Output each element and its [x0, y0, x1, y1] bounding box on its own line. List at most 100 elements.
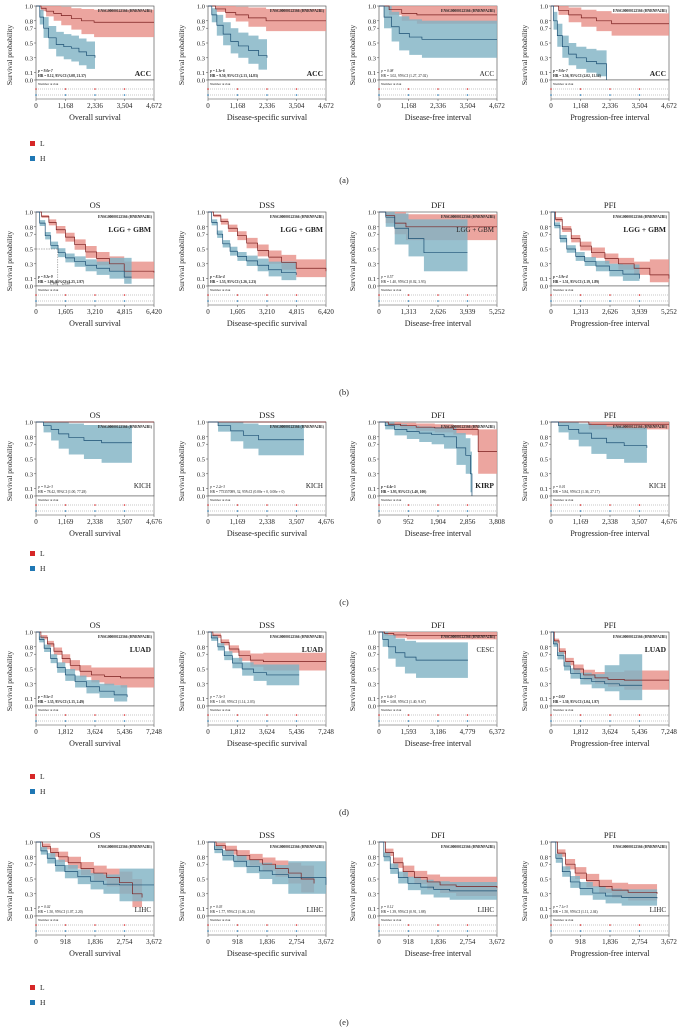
ci-band-high	[379, 842, 497, 900]
at-risk-label: Number at risk	[381, 918, 402, 922]
at-risk-mark-low	[579, 714, 582, 716]
at-risk-mark-low	[609, 924, 611, 926]
at-risk-label: Number at risk	[553, 708, 574, 712]
y-tick-label: 0.3	[540, 471, 548, 478]
at-risk-mark-low	[638, 714, 641, 716]
ci-band-high	[379, 632, 468, 678]
p-value: p = 2.2e-3	[209, 485, 225, 489]
ci-overlap	[379, 6, 497, 58]
x-tick-label: 1,812	[58, 728, 74, 736]
gene-label: ENSG00000122566 (HNRNPA2B1)	[441, 9, 496, 13]
y-tick-label: 0.1	[197, 486, 205, 493]
ci-overlap	[208, 6, 267, 73]
x-axis-label: Progression-free interval	[570, 529, 650, 538]
x-tick-label: 0	[34, 728, 38, 736]
x-axis-label: Disease-free interval	[405, 113, 472, 122]
at-risk-mark-low	[123, 714, 126, 716]
survival-curve-high	[551, 5, 607, 80]
survival-curve-high	[379, 421, 473, 496]
figure-label: (e)	[339, 1017, 349, 1027]
gene-label: ENSG00000122566 (HNRNPA2B1)	[613, 425, 668, 429]
gene-label: ENSG00000122566 (HNRNPA2B1)	[441, 845, 496, 849]
at-risk-mark-low	[236, 88, 239, 90]
y-tick-label: 0.5	[368, 667, 376, 674]
cancer-label: LGG + GBM	[623, 225, 666, 234]
cancer-label: KIRP	[475, 481, 494, 490]
at-risk-mark-high	[378, 510, 380, 512]
x-tick-label: 6,420	[318, 308, 334, 316]
legend-label-low: L	[40, 549, 45, 558]
ci-overlap	[208, 632, 300, 686]
legend-swatch-low	[30, 985, 35, 990]
survival-curve-high	[551, 841, 658, 899]
cancer-label: LIHC	[135, 906, 152, 914]
x-tick-label: 2,336	[259, 102, 275, 110]
y-tick-label: 0.0	[368, 494, 376, 501]
x-tick-label: 6,372	[489, 728, 505, 736]
y-axis-label: Survival probability	[348, 231, 357, 291]
y-axis-label: Survival probability	[177, 441, 186, 501]
at-risk-mark-high	[437, 300, 439, 302]
y-axis-label: Survival probability	[177, 861, 186, 921]
survival-curve-low	[36, 211, 155, 273]
at-risk-mark-high	[378, 930, 380, 932]
at-risk-mark-low	[609, 88, 611, 90]
y-tick-label: 0.1	[368, 906, 376, 913]
at-risk-mark-low	[236, 714, 239, 716]
at-risk-mark-low	[407, 504, 410, 506]
y-tick-label: 0.3	[197, 55, 205, 62]
at-risk-label: Number at risk	[210, 918, 231, 922]
at-risk-mark-high	[94, 510, 96, 512]
y-tick-label: 1.0	[368, 840, 376, 847]
y-tick-label: 0.1	[368, 276, 376, 283]
x-axis-label: Disease-free interval	[405, 529, 472, 538]
x-tick-label: 7,248	[146, 728, 162, 736]
at-risk-mark-high	[609, 94, 611, 96]
y-tick-label: 0.1	[540, 906, 548, 913]
legend-label-high: H	[40, 998, 46, 1007]
at-risk-mark-high	[35, 300, 37, 302]
y-tick-label: 0.8	[368, 434, 376, 441]
at-risk-mark-high	[437, 94, 439, 96]
hazard-ratio: HR = 1.35, 95%CI (1.15, 2.49)	[38, 700, 85, 704]
x-tick-label: 3,672	[146, 938, 162, 946]
gene-label: ENSG00000122566 (HNRNPA2B1)	[98, 9, 153, 13]
cancer-label: ACC	[650, 69, 666, 78]
x-tick-label: 0	[549, 728, 553, 736]
y-tick-label: 0.3	[540, 681, 548, 688]
x-tick-label: 1,836	[87, 938, 103, 946]
y-tick-label: 0.8	[540, 854, 548, 861]
x-tick-label: 3,624	[87, 728, 103, 736]
ci-band-low	[551, 422, 669, 430]
at-risk-mark-high	[35, 720, 37, 722]
x-tick-label: 4,672	[661, 102, 677, 110]
legend: LH	[30, 549, 46, 573]
panel-header: DFI	[431, 620, 445, 630]
panel-header: DSS	[259, 620, 275, 630]
y-tick-label: 0.0	[368, 78, 376, 85]
legend-swatch-low	[30, 141, 35, 146]
y-tick-label: 0.1	[540, 486, 548, 493]
y-tick-label: 0.0	[540, 284, 548, 291]
y-tick-label: 0.3	[197, 681, 205, 688]
at-risk-label: Number at risk	[553, 918, 574, 922]
at-risk-mark-low	[609, 714, 611, 716]
at-risk-mark-low	[266, 714, 268, 716]
ci-band-high	[36, 6, 95, 72]
x-tick-label: 3,504	[117, 102, 133, 110]
at-risk-label: Number at risk	[210, 82, 231, 86]
y-tick-label: 0.1	[197, 276, 205, 283]
legend-swatch-high	[30, 789, 35, 794]
ci-overlap	[379, 632, 468, 678]
cancer-label: LIHC	[650, 906, 667, 914]
x-axis-label: Disease-free interval	[405, 319, 472, 328]
at-risk-mark-low	[207, 88, 209, 90]
legend-swatch-high	[30, 156, 35, 161]
x-tick-label: 2,336	[602, 102, 618, 110]
hazard-ratio: HR = 1.53, 95%CI (1.26, 2.23)	[210, 280, 257, 284]
x-tick-label: 5,436	[289, 728, 305, 736]
y-tick-label: 0.1	[25, 696, 33, 703]
x-tick-label: 1,168	[573, 102, 589, 110]
x-tick-label: 0	[549, 938, 553, 946]
at-risk-label: Number at risk	[38, 918, 59, 922]
